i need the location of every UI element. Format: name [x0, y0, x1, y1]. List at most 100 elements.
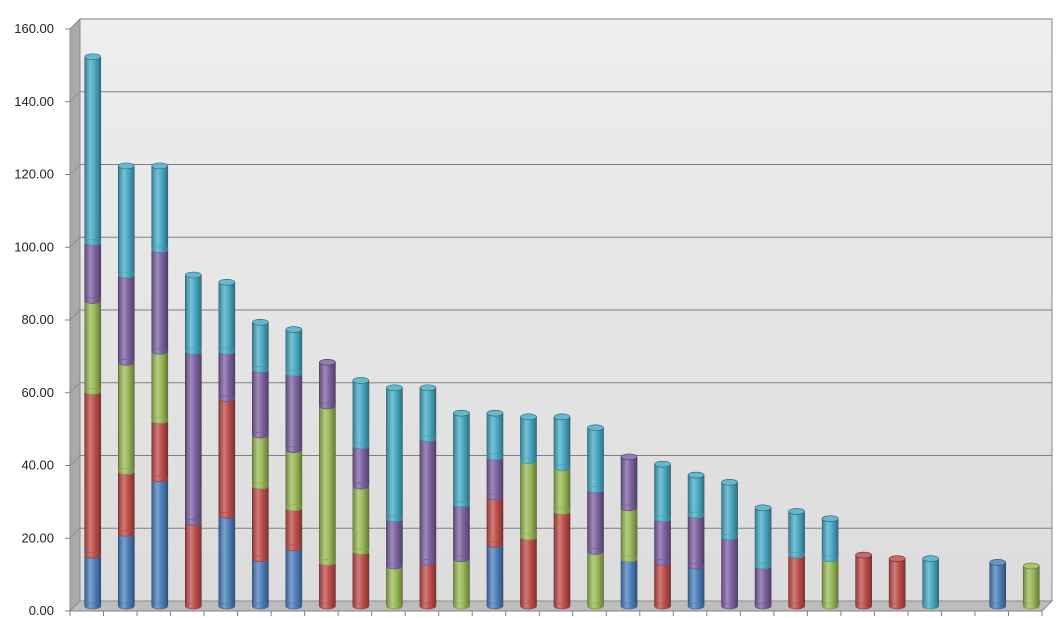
segment-join	[888, 602, 906, 610]
bar-segment	[352, 551, 370, 610]
segment-join	[319, 602, 336, 610]
segment-join	[620, 555, 638, 563]
bar-segment	[620, 507, 638, 562]
bar-segment	[553, 467, 571, 515]
segment-join	[687, 602, 705, 610]
bar-segment	[754, 507, 772, 570]
segment-join	[218, 395, 236, 402]
segment-join	[754, 562, 772, 570]
segment-join	[821, 602, 839, 610]
bar-segment	[721, 536, 738, 610]
bar-segment	[989, 562, 1007, 610]
segment-join	[185, 602, 202, 610]
segment-join	[84, 297, 102, 304]
side-gridline	[69, 18, 81, 30]
y-tick-label: 100.00	[14, 239, 54, 254]
segment-join	[252, 482, 269, 490]
y-tick-label: 140.00	[14, 94, 54, 109]
segment-join	[553, 508, 571, 515]
bar-segment	[687, 474, 705, 519]
segment-join	[185, 348, 202, 355]
bar-segment	[185, 351, 202, 526]
y-tick-label: 60.00	[21, 385, 54, 400]
segment-join	[486, 493, 504, 501]
segment-join	[821, 555, 839, 563]
bar-cap	[587, 424, 604, 432]
segment-join	[486, 602, 504, 610]
bar-segment	[620, 558, 638, 610]
segment-join	[486, 540, 504, 548]
y-tick-label: 80.00	[21, 312, 54, 327]
bar-stack	[654, 460, 671, 610]
bar-segment	[117, 532, 135, 610]
segment-join	[453, 555, 470, 563]
bar-segment	[352, 445, 370, 490]
bar-stack	[117, 162, 135, 610]
bar-stack	[721, 479, 738, 610]
bars	[84, 53, 1040, 610]
side-gridline	[69, 382, 81, 394]
bar-segment	[84, 391, 102, 559]
side-gridline	[69, 91, 81, 103]
bar-stack	[788, 508, 805, 610]
bar-cap	[687, 471, 705, 479]
segment-join	[218, 348, 236, 355]
bar-segment	[218, 281, 236, 355]
bar-segment	[151, 249, 169, 355]
bar-segment	[587, 489, 604, 555]
bar-segment	[117, 165, 135, 279]
segment-join	[84, 551, 102, 559]
segment-join	[151, 602, 169, 610]
segment-join	[419, 435, 437, 442]
bar-segment	[419, 562, 437, 610]
bar-segment	[553, 416, 571, 472]
segment-join	[285, 369, 303, 377]
bar-cap	[386, 384, 403, 392]
bar-segment	[151, 351, 169, 424]
y-axis-ticks: 0.00 20.00 40.00 60.00 80.00 100.00 120.00 140.…	[14, 21, 54, 618]
segment-join	[620, 602, 638, 610]
y-tick-label: 0.00	[29, 603, 54, 618]
bar-segment	[151, 165, 169, 253]
segment-join	[117, 271, 135, 279]
bar-segment	[285, 372, 303, 453]
segment-join	[218, 602, 236, 610]
bar-segment	[419, 438, 437, 566]
bar-cap	[84, 53, 102, 61]
segment-join	[352, 602, 370, 610]
bar-segment	[855, 554, 872, 610]
segment-join	[855, 602, 872, 610]
segment-join	[922, 602, 939, 610]
segment-join	[654, 602, 671, 610]
bar-cap	[754, 504, 772, 512]
bar-stack	[888, 555, 906, 610]
segment-join	[117, 529, 135, 537]
segment-join	[185, 519, 202, 526]
bar-cap	[855, 551, 872, 559]
segment-join	[218, 511, 236, 519]
bar-stack	[553, 413, 571, 610]
bar-segment	[117, 361, 135, 475]
segment-join	[486, 453, 504, 461]
segment-join	[520, 533, 537, 541]
segment-join	[151, 417, 169, 424]
bar-segment	[285, 507, 303, 552]
segment-join	[252, 366, 269, 373]
bar-cap	[285, 326, 303, 333]
segment-join	[386, 562, 403, 570]
bar-cap	[620, 453, 638, 461]
segment-join	[84, 388, 102, 395]
segment-join	[687, 562, 705, 570]
segment-join	[453, 602, 470, 610]
bar-segment	[252, 434, 269, 490]
segment-join	[654, 515, 671, 523]
bar-cap	[654, 460, 671, 468]
bar-segment	[654, 463, 671, 522]
bar-segment	[654, 562, 671, 610]
bar-segment	[84, 241, 102, 304]
segment-join	[553, 464, 571, 472]
bar-segment	[319, 405, 336, 566]
bar-cap	[520, 413, 537, 421]
bar-cap	[788, 508, 805, 515]
